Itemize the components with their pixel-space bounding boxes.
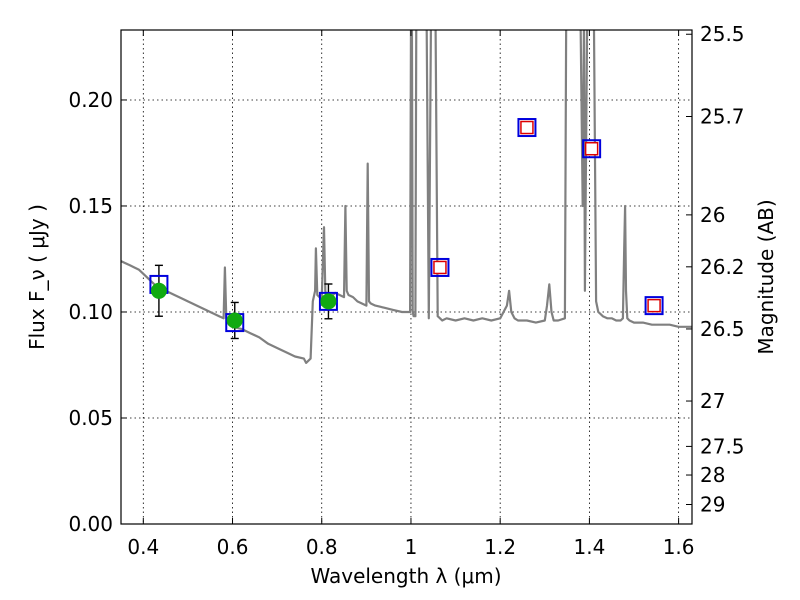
y-tick-label: 0.00 <box>68 512 113 536</box>
y2-axis-magnitude: 25.5 25.7 26 26.2 26.5 27 27.5 28 29 <box>686 22 745 516</box>
upper-limit-marker <box>584 141 599 156</box>
observed-point <box>226 312 243 329</box>
y-axis: 0.00 0.05 0.10 0.15 0.20 <box>68 88 127 536</box>
x-tick-label: 1.6 <box>663 535 695 559</box>
y2-tick-label: 27.5 <box>700 434 745 458</box>
y-tick-label: 0.20 <box>68 88 113 112</box>
plot-frame <box>120 29 693 525</box>
plot-background <box>121 30 692 524</box>
model-photometry-box <box>318 291 338 311</box>
y-tick-label: 0.10 <box>68 300 113 324</box>
plot-markers <box>149 118 664 340</box>
x-tick-label: 0.4 <box>127 535 159 559</box>
model-photometry-box <box>644 296 664 316</box>
y2-tick-label: 29 <box>700 492 725 516</box>
y-tick-label: 0.05 <box>68 406 113 430</box>
upper-limit-marker <box>433 260 447 275</box>
model-photometry-box <box>430 257 450 277</box>
y2-tick-label: 26.2 <box>700 255 745 279</box>
x-axis: 0.4 0.6 0.8 1 1.2 1.4 1.6 <box>127 30 695 559</box>
plot-series <box>121 30 692 364</box>
x-tick-label: 1.4 <box>573 535 605 559</box>
model-photometry-box <box>582 139 602 159</box>
y-tick-label: 0.15 <box>68 194 113 218</box>
x-tick-label: 1 <box>405 535 418 559</box>
x-tick-label: 0.8 <box>306 535 338 559</box>
y2-tick-label: 25.5 <box>700 22 745 46</box>
y2-tick-label: 25.7 <box>700 105 745 129</box>
x-tick-label: 1.2 <box>484 535 516 559</box>
observed-point <box>320 293 337 310</box>
y2-tick-label: 26 <box>700 203 725 227</box>
y2-tick-label: 28 <box>700 463 725 487</box>
upper-limit-marker <box>647 298 661 313</box>
observed-point <box>150 282 167 299</box>
y2-axis-title: Magnitude (AB) <box>754 199 778 354</box>
model-photometry-box <box>517 118 537 138</box>
x-tick-label: 0.6 <box>217 535 249 559</box>
y-axis-title: Flux F_ν ( μJy ) <box>25 204 49 350</box>
y2-tick-label: 27 <box>700 389 725 413</box>
y2-tick-label: 26.5 <box>700 317 745 341</box>
x-axis-title: Wavelength λ (μm) <box>310 564 501 588</box>
model-spectrum-line <box>121 30 692 364</box>
upper-limit-marker <box>520 120 534 135</box>
